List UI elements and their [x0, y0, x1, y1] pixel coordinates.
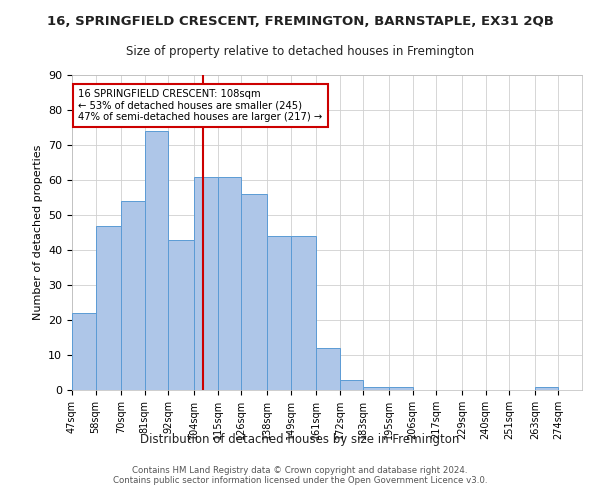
Bar: [145, 131, 169, 390]
Bar: [316, 348, 340, 390]
Y-axis label: Number of detached properties: Number of detached properties: [32, 145, 43, 320]
Bar: [267, 236, 290, 390]
Bar: [389, 386, 413, 390]
Bar: [72, 313, 95, 390]
Bar: [340, 380, 364, 390]
Bar: [290, 236, 316, 390]
Text: Size of property relative to detached houses in Fremington: Size of property relative to detached ho…: [126, 45, 474, 58]
Bar: [535, 386, 559, 390]
Bar: [241, 194, 267, 390]
Bar: [95, 226, 121, 390]
Bar: [218, 176, 241, 390]
Bar: [169, 240, 194, 390]
Bar: [121, 201, 145, 390]
Bar: [364, 386, 389, 390]
Text: Contains HM Land Registry data © Crown copyright and database right 2024.
Contai: Contains HM Land Registry data © Crown c…: [113, 466, 487, 485]
Text: 16 SPRINGFIELD CRESCENT: 108sqm
← 53% of detached houses are smaller (245)
47% o: 16 SPRINGFIELD CRESCENT: 108sqm ← 53% of…: [79, 89, 323, 122]
Text: Distribution of detached houses by size in Fremington: Distribution of detached houses by size …: [140, 432, 460, 446]
Text: 16, SPRINGFIELD CRESCENT, FREMINGTON, BARNSTAPLE, EX31 2QB: 16, SPRINGFIELD CRESCENT, FREMINGTON, BA…: [47, 15, 553, 28]
Bar: [194, 176, 218, 390]
